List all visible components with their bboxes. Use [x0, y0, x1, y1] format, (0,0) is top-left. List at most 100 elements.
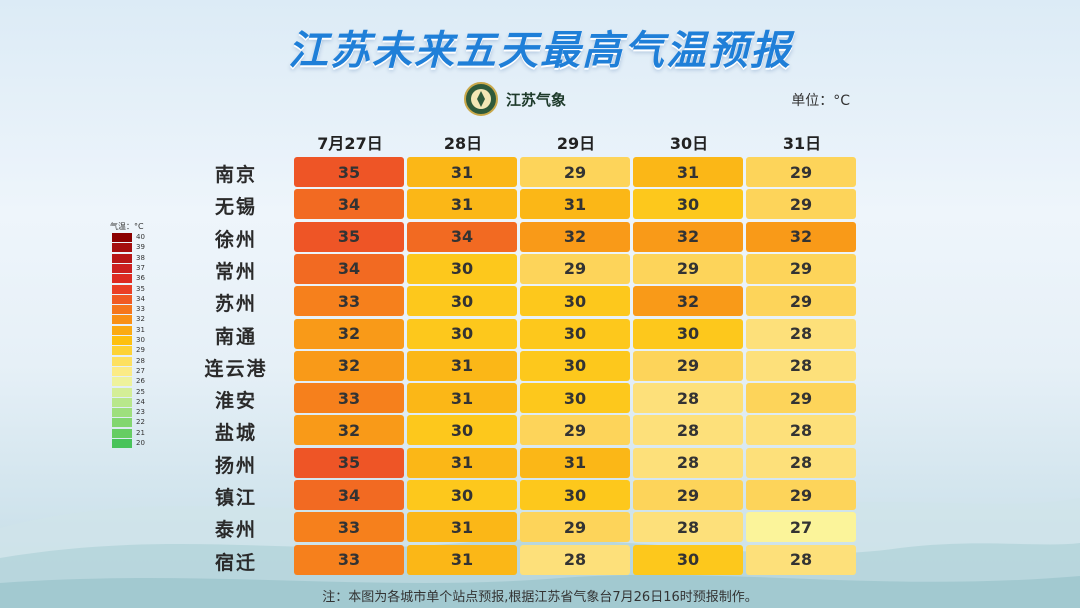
- temperature-cell: 28: [633, 447, 743, 478]
- temperature-cell: 30: [407, 286, 517, 317]
- temperature-cell: 29: [520, 415, 630, 446]
- legend-swatch: [112, 294, 132, 304]
- temperature-cell: 28: [746, 544, 856, 575]
- temperature-cell: 28: [746, 350, 856, 381]
- temperature-cell: 30: [407, 318, 517, 349]
- row-label: 盐城: [214, 422, 257, 445]
- row-label: 常州: [214, 260, 257, 283]
- temperature-cell: 31: [407, 447, 517, 478]
- temperature-cell: 32: [294, 415, 404, 446]
- temperature-cell: 29: [633, 253, 743, 284]
- row-label: 南京: [214, 164, 257, 186]
- temperature-cell: 30: [520, 383, 630, 414]
- legend-value: 27: [136, 366, 145, 375]
- temperature-cell: 29: [633, 350, 743, 381]
- temperature-cell: 30: [520, 286, 630, 317]
- temperature-cell: 32: [294, 318, 404, 349]
- legend-swatch: [112, 366, 132, 376]
- legend-value: 26: [136, 377, 145, 386]
- legend-value: 37: [136, 263, 145, 272]
- temperature-cell: 29: [746, 189, 856, 220]
- legend-swatch: [112, 439, 132, 448]
- legend-value: 31: [136, 325, 145, 334]
- legend-value: 34: [136, 294, 145, 303]
- row-label: 徐州: [214, 228, 257, 251]
- temperature-cell: 31: [407, 189, 517, 220]
- legend-swatch: [112, 315, 132, 325]
- temperature-cell: 30: [520, 350, 630, 381]
- legend-value: 21: [136, 428, 145, 437]
- legend-swatch: [112, 356, 132, 366]
- legend-swatch: [112, 253, 132, 263]
- legend-swatch: [112, 233, 132, 242]
- legend-value: 40: [136, 233, 145, 241]
- temperature-cell: 32: [746, 221, 856, 252]
- legend-swatch: [112, 263, 132, 273]
- temperature-cell: 32: [520, 221, 630, 252]
- row-label: 宿迁: [214, 551, 257, 574]
- temperature-cell: 31: [633, 157, 743, 187]
- row-label: 淮安: [214, 390, 257, 413]
- temperature-cell: 35: [294, 221, 404, 252]
- legend-swatch: [112, 377, 132, 387]
- temperature-cell: 33: [294, 544, 404, 575]
- column-header: 31日: [782, 134, 822, 153]
- column-header: 7月27日: [317, 134, 383, 153]
- temperature-cell: 32: [633, 221, 743, 252]
- legend-value: 23: [136, 408, 145, 417]
- row-label: 扬州: [214, 454, 257, 477]
- legend-swatch: [112, 243, 132, 253]
- temperature-cell: 30: [520, 318, 630, 349]
- temperature-cell: 29: [746, 253, 856, 284]
- temperature-cell: 34: [294, 189, 404, 220]
- column-header: 28日: [443, 134, 483, 153]
- legend-swatch: [112, 346, 132, 356]
- logo-text: 江苏气象: [506, 90, 567, 109]
- legend-value: 39: [136, 243, 145, 252]
- legend-value: 32: [136, 315, 145, 324]
- legend-swatch: [112, 274, 132, 284]
- column-header: 30日: [669, 134, 709, 153]
- row-label: 南通: [214, 325, 257, 348]
- temperature-cell: 28: [633, 383, 743, 414]
- temperature-cell: 30: [407, 480, 517, 510]
- temperature-cell: 29: [520, 253, 630, 284]
- legend-value: 24: [136, 397, 145, 406]
- temperature-cell: 30: [633, 544, 743, 575]
- unit-label: 单位：°C: [791, 93, 850, 109]
- temperature-cell: 27: [746, 512, 856, 543]
- temperature-cell: 32: [294, 350, 404, 381]
- temperature-cell: 29: [746, 286, 856, 317]
- temperature-cell: 34: [407, 221, 517, 252]
- legend-value: 35: [136, 284, 145, 293]
- temperature-cell: 34: [294, 480, 404, 510]
- temperature-cell: 31: [520, 189, 630, 220]
- temperature-cell: 28: [633, 512, 743, 543]
- row-label: 泰州: [214, 519, 257, 542]
- legend-swatch: [112, 336, 132, 345]
- column-header: 29日: [556, 134, 596, 153]
- temperature-cell: 28: [746, 318, 856, 349]
- temperature-cell: 30: [633, 318, 743, 349]
- temperature-cell: 31: [520, 447, 630, 478]
- row-label: 无锡: [214, 196, 257, 219]
- temperature-cell: 31: [407, 157, 517, 187]
- temperature-cell: 33: [294, 286, 404, 317]
- legend-swatch: [112, 397, 132, 407]
- legend-value: 33: [136, 305, 145, 314]
- temperature-cell: 31: [407, 350, 517, 381]
- legend-value: 25: [136, 387, 145, 396]
- legend-swatch: [112, 284, 132, 294]
- legend-value: 36: [136, 274, 145, 283]
- temperature-cell: 31: [407, 544, 517, 575]
- temperature-cell: 29: [746, 480, 856, 510]
- temperature-cell: 31: [407, 512, 517, 543]
- temperature-cell: 33: [294, 383, 404, 414]
- legend-value: 38: [136, 253, 145, 262]
- temperature-cell: 30: [407, 253, 517, 284]
- legend-value: 20: [136, 439, 145, 447]
- temperature-cell: 29: [746, 383, 856, 414]
- legend-swatch: [112, 418, 132, 428]
- temperature-cell: 28: [746, 415, 856, 446]
- legend-swatch: [112, 387, 132, 397]
